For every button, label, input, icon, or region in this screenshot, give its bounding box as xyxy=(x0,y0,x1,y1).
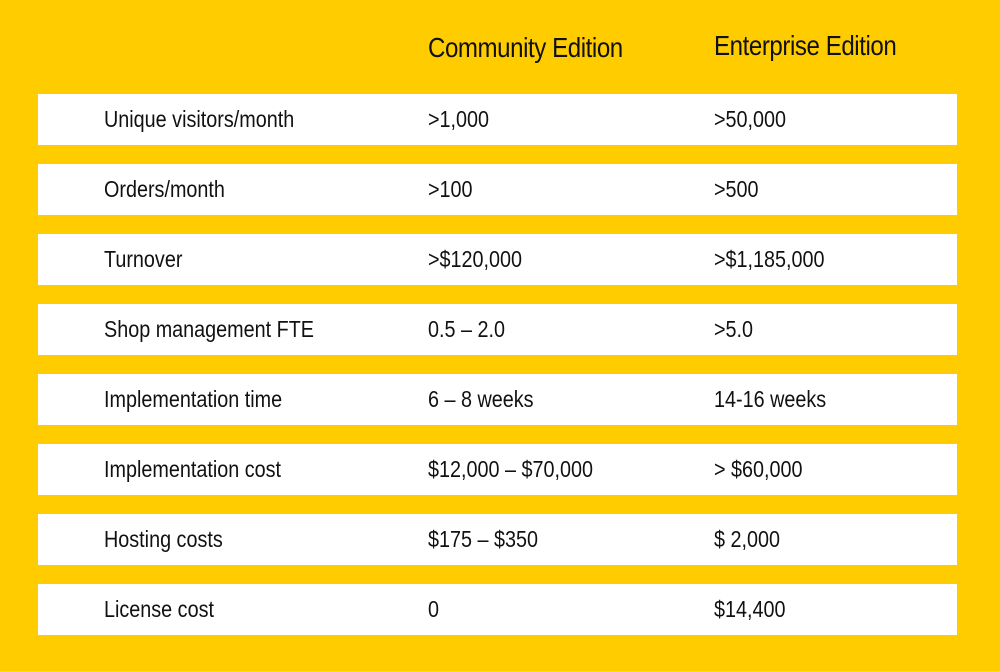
table-row: Turnover >$120,000 >$1,185,000 xyxy=(38,234,957,285)
row-label: Orders/month xyxy=(104,176,225,202)
community-value: 6 – 8 weeks xyxy=(428,386,534,412)
enterprise-value: > $60,000 xyxy=(714,456,803,482)
community-value: 0 xyxy=(428,596,440,622)
enterprise-value: >$1,185,000 xyxy=(714,246,825,272)
row-label: Implementation time xyxy=(104,386,283,412)
table-row: Unique visitors/month >1,000 >50,000 xyxy=(38,94,957,145)
enterprise-value: 14-16 weeks xyxy=(714,386,827,412)
table-row: Implementation time 6 – 8 weeks 14-16 we… xyxy=(38,374,957,425)
community-value: >100 xyxy=(428,176,473,202)
enterprise-value: >500 xyxy=(714,176,759,202)
row-label: Implementation cost xyxy=(104,456,282,482)
enterprise-value: $14,400 xyxy=(714,596,786,622)
community-value: 0.5 – 2.0 xyxy=(428,316,505,342)
community-edition-heading: Community Edition xyxy=(428,32,623,63)
enterprise-value: >5.0 xyxy=(714,316,754,342)
row-label: Unique visitors/month xyxy=(104,106,295,132)
table-row: Implementation cost $12,000 – $70,000 > … xyxy=(38,444,957,495)
row-label: License cost xyxy=(104,596,214,622)
table-row: License cost 0 $14,400 xyxy=(38,584,957,635)
table-row: Orders/month >100 >500 xyxy=(38,164,957,215)
community-value: >1,000 xyxy=(428,106,490,132)
enterprise-value: >50,000 xyxy=(714,106,787,132)
comparison-header: Community Edition Enterprise Edition xyxy=(0,0,1000,94)
community-value: $12,000 – $70,000 xyxy=(428,456,593,482)
row-label: Hosting costs xyxy=(104,526,223,552)
comparison-table: Unique visitors/month >1,000 >50,000 Ord… xyxy=(38,94,957,635)
enterprise-edition-heading: Enterprise Edition xyxy=(714,30,897,61)
table-row: Hosting costs $175 – $350 $ 2,000 xyxy=(38,514,957,565)
community-value: $175 – $350 xyxy=(428,526,538,552)
enterprise-value: $ 2,000 xyxy=(714,526,781,552)
row-label: Shop management FTE xyxy=(104,316,315,342)
community-value: >$120,000 xyxy=(428,246,523,272)
table-row: Shop management FTE 0.5 – 2.0 >5.0 xyxy=(38,304,957,355)
row-label: Turnover xyxy=(104,246,183,272)
